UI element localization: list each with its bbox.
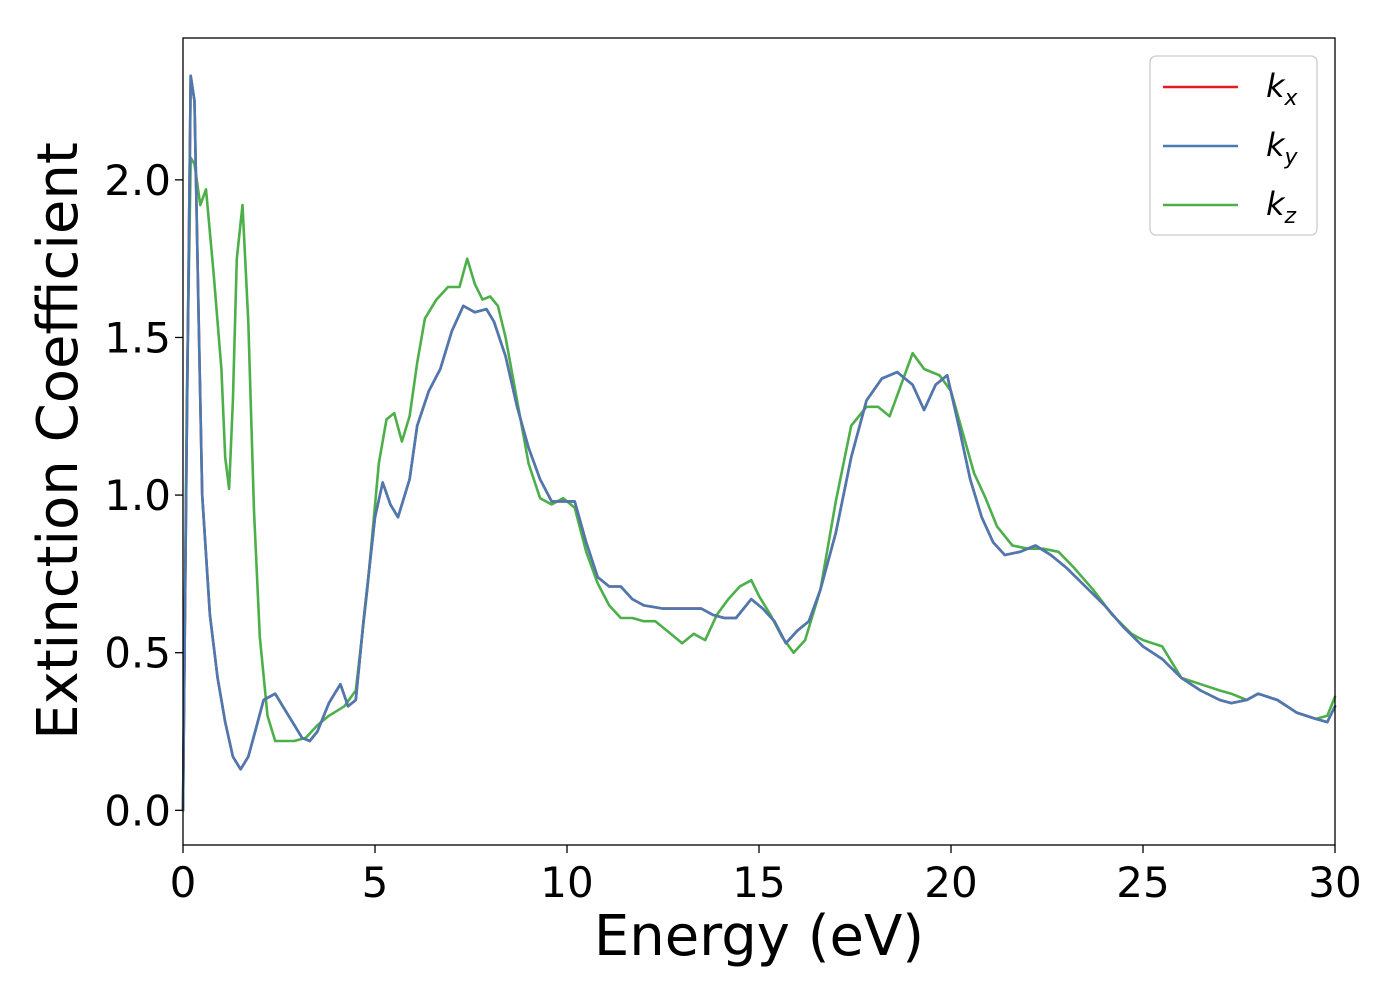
series-line-z (181, 156, 1337, 812)
x-tick-label: 10 (540, 858, 593, 907)
series-layer (181, 74, 1337, 812)
y-tick-label: 0.5 (104, 629, 171, 678)
x-tick-label: 15 (732, 858, 785, 907)
y-axis-ticks: 0.0 0.5 1.0 1.5 2.0 (104, 156, 183, 835)
series-line-y (181, 74, 1337, 812)
legend-label-y: ky (1266, 126, 1299, 170)
y-tick-label: 1.5 (104, 313, 171, 362)
x-tick-label: 25 (1116, 858, 1169, 907)
x-tick-label: 30 (1308, 858, 1361, 907)
y-axis-label: Extinction Coefficient (26, 142, 91, 740)
x-tick-label: 0 (170, 858, 197, 907)
y-tick-label: 1.0 (104, 471, 171, 520)
y-tick-label: 2.0 (104, 156, 171, 205)
legend-label-x: kx (1266, 67, 1299, 111)
x-axis-ticks: 0 5 10 15 20 25 30 (170, 845, 1362, 907)
x-axis-label: Energy (eV) (594, 904, 924, 969)
x-tick-label: 20 (924, 858, 977, 907)
y-tick-label: 0.0 (104, 786, 171, 835)
x-tick-label: 5 (362, 858, 389, 907)
